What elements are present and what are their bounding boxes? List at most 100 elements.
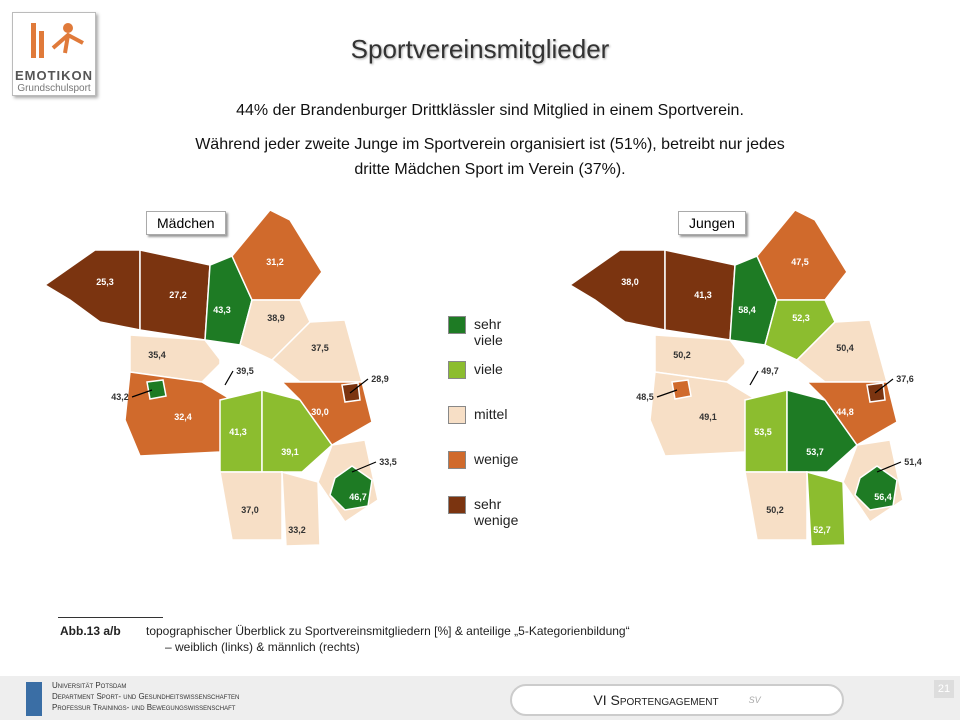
region-label: 41,3: [229, 427, 247, 437]
caption-label: Abb.13 a/b: [60, 624, 121, 638]
section: VI Sportengagement: [593, 692, 719, 708]
region: [329, 465, 373, 511]
legend-item: wenige: [448, 451, 558, 469]
leader-line: [349, 378, 369, 394]
intro-line: 44% der Brandenburger Drittklässler sind…: [236, 102, 744, 119]
region-label: 47,5: [791, 257, 809, 267]
legend-item: viele: [448, 361, 558, 379]
region: [854, 465, 898, 511]
region: [786, 389, 858, 473]
region-label: 38,0: [621, 277, 639, 287]
uni-line: Department Sport- und Gesundheitswissens…: [52, 692, 240, 701]
region-label: 41,3: [694, 290, 712, 300]
region-label: 46,7: [349, 492, 367, 502]
title: Sportvereinsmitglieder: [350, 34, 610, 64]
region-label: 52,3: [792, 313, 810, 323]
map-title: Mädchen: [146, 211, 226, 235]
region-label: 33,5: [379, 457, 397, 467]
region-label: 38,9: [267, 313, 285, 323]
region-label: 35,4: [148, 350, 166, 360]
region-label: 37,0: [241, 505, 259, 515]
uni-logo: [26, 682, 42, 716]
uni-line: Universität Potsdam: [52, 681, 127, 690]
legend-swatch: [448, 496, 466, 514]
region-label: 31,2: [266, 257, 284, 267]
logo-subtitle: Grundschulsport: [17, 83, 91, 94]
uni-text: Universität Potsdam Department Sport- un…: [52, 680, 239, 713]
region: [654, 334, 748, 383]
leader-line: [749, 370, 759, 386]
region-label: 51,4: [904, 457, 922, 467]
region-label: 25,3: [96, 277, 114, 287]
region-label: 28,9: [371, 374, 389, 384]
legend-item: sehr viele: [448, 316, 558, 348]
region-label: 50,4: [836, 343, 854, 353]
legend-label: viele: [474, 361, 503, 377]
maps: 25,3 27,2 43,3 31,2 38,9 37,5 35,4 39,5 43,2 32,4…: [43, 209, 922, 547]
region-label: 43,3: [213, 305, 231, 315]
leader-line: [656, 389, 678, 398]
region: [146, 379, 167, 400]
legend-item: sehr wenige: [448, 496, 558, 528]
region: [261, 389, 333, 473]
section-pill: VI Sportengagement SV: [510, 684, 844, 716]
region-label: 48,5: [636, 392, 654, 402]
leader-line: [224, 370, 234, 386]
logo: EMOTIKON Grundschulsport: [12, 12, 96, 96]
legend-swatch: [448, 361, 466, 379]
leader-line: [874, 378, 894, 394]
logo-icon: [31, 23, 84, 58]
region-label: 32,4: [174, 412, 192, 422]
caption-text: – weiblich (links) & männlich (rechts): [165, 640, 360, 654]
region: [281, 470, 321, 547]
legend-label: mittel: [474, 406, 508, 422]
region: [231, 209, 323, 301]
region: [744, 357, 792, 393]
legend-swatch: [448, 316, 466, 334]
logo-title: EMOTIKON: [14, 68, 94, 83]
legend-label: sehr viele: [474, 316, 503, 348]
intro-line: dritte Mädchen Sport im Verein (37%).: [354, 161, 626, 178]
map-title: Jungen: [678, 211, 746, 235]
rule: [58, 617, 163, 618]
leader-line: [351, 461, 377, 473]
region-label: 52,7: [813, 525, 831, 535]
leader-line: [131, 389, 153, 398]
region-label: 39,1: [281, 447, 299, 457]
intro: 44% der Brandenburger Drittklässler sind…: [120, 98, 860, 182]
region-label: 30,0: [311, 407, 329, 417]
region-label: 58,4: [738, 305, 756, 315]
region: [671, 379, 692, 400]
region-label: 33,2: [288, 525, 306, 535]
region-label: 50,2: [766, 505, 784, 515]
legend-label: wenige: [474, 451, 519, 467]
region: [756, 209, 848, 301]
region-label: 53,5: [754, 427, 772, 437]
leader-line: [876, 461, 902, 473]
region-label: 56,4: [874, 492, 892, 502]
region-label: 37,6: [896, 374, 914, 384]
region: [129, 334, 223, 383]
caption-text: topographischer Überblick zu Sportverein…: [146, 624, 630, 638]
page-number: 21: [934, 680, 954, 698]
intro-line: Während jeder zweite Junge im Sportverei…: [195, 136, 785, 153]
region-label: 53,7: [806, 447, 824, 457]
region-label: 50,2: [673, 350, 691, 360]
region-label: 49,1: [699, 412, 717, 422]
region: [43, 249, 141, 331]
region-label: 37,5: [311, 343, 329, 353]
region: [219, 357, 267, 393]
region: [568, 249, 666, 331]
region: [744, 471, 808, 541]
section-tag: SV: [748, 695, 761, 705]
region: [219, 471, 283, 541]
uni-line: Professur Trainings- und Bewegungswissen…: [52, 703, 236, 712]
legend-item: mittel: [448, 406, 558, 424]
legend-label: sehr wenige: [474, 496, 519, 528]
region-label: 44,8: [836, 407, 854, 417]
region-label: 27,2: [169, 290, 187, 300]
region-label: 49,7: [761, 366, 779, 376]
legend-swatch: [448, 406, 466, 424]
region-label: 39,5: [236, 366, 254, 376]
